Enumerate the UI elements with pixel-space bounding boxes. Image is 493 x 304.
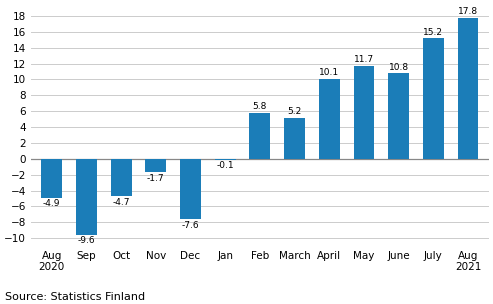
Text: Source: Statistics Finland: Source: Statistics Finland: [5, 292, 145, 302]
Bar: [180, 159, 201, 219]
Bar: [249, 113, 270, 159]
Bar: [215, 159, 236, 160]
Text: -0.1: -0.1: [216, 161, 234, 170]
Bar: [319, 79, 340, 159]
Bar: [388, 73, 409, 159]
Text: 5.8: 5.8: [253, 102, 267, 111]
Text: -4.7: -4.7: [112, 198, 130, 207]
Bar: [76, 159, 97, 235]
Bar: [423, 38, 444, 159]
Text: 5.2: 5.2: [287, 107, 302, 116]
Bar: [41, 159, 62, 198]
Text: 17.8: 17.8: [458, 7, 478, 16]
Text: 11.7: 11.7: [354, 55, 374, 64]
Text: 10.1: 10.1: [319, 68, 339, 77]
Bar: [145, 159, 166, 172]
Text: 10.8: 10.8: [388, 63, 409, 71]
Text: -4.9: -4.9: [43, 199, 61, 208]
Bar: [284, 118, 305, 159]
Text: -7.6: -7.6: [182, 221, 199, 230]
Bar: [353, 66, 374, 159]
Text: -9.6: -9.6: [77, 237, 95, 246]
Bar: [458, 18, 478, 159]
Bar: [111, 159, 132, 196]
Text: 15.2: 15.2: [423, 28, 443, 37]
Text: -1.7: -1.7: [147, 174, 165, 183]
